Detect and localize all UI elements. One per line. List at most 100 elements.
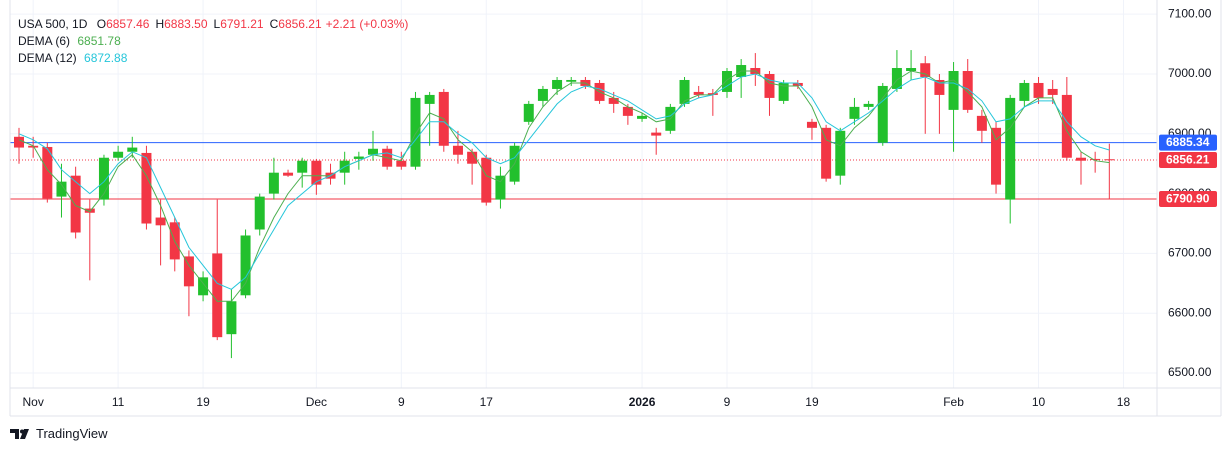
candle-body [722,71,732,92]
legend-value: 6851.78 [77,34,121,48]
axes [9,0,1222,417]
y-tick-label: 6600.00 [1168,305,1212,319]
price-label-box [1159,134,1217,151]
candle-body [976,115,987,131]
candle-body [1019,82,1030,101]
candle-body [70,175,81,233]
candle-body [141,152,152,224]
candle-body [651,132,662,136]
candle-body [98,157,109,200]
ohlc-value: 6883.50 [164,17,208,31]
candle-body [962,71,973,110]
dema-line [18,73,1110,290]
candle-body [877,85,888,143]
candle-body [283,172,294,176]
candle-body [410,97,421,167]
candle-body [127,147,138,152]
x-tick-label: 18 [1117,395,1131,409]
candle-body [1005,97,1016,200]
x-tick-label: 11 [112,395,125,409]
candle-body [495,175,506,200]
x-tick-label: 9 [398,395,405,409]
x-tick-label: 19 [196,395,210,409]
candle-body [481,157,492,203]
candle-body [537,88,548,101]
candle-body [155,217,166,226]
candle-body [906,68,917,72]
candle-body [353,156,364,159]
candle-body [212,253,223,338]
candle-body [1076,157,1086,161]
candle-body [226,301,237,335]
candle-body [523,103,534,122]
change: +2.21 (+0.03%) [325,17,409,31]
candle-body [693,91,704,95]
dema-line [18,70,1110,302]
candle-body [1104,159,1115,161]
ohlc-key: H [155,17,165,31]
x-tick-label: Feb [943,395,964,409]
candle-body [1090,158,1101,160]
x-tick-label: 19 [805,395,819,409]
labels: 6500.006600.006700.006800.006900.007000.… [22,6,1217,409]
y-tick-label: 7000.00 [1168,66,1212,80]
dema-legend: DEMA (6) 6851.78 [18,33,408,50]
candle-body [948,71,959,110]
candle-body [863,103,874,107]
candle-body [637,115,648,119]
candle-body [792,82,803,86]
candle-body [198,277,209,296]
candle-body [297,160,308,173]
candle-body [891,68,902,89]
candle-body [778,82,789,101]
brand-logo [10,428,29,439]
candle-body [934,79,945,95]
dema-legend: DEMA (12) 6872.88 [18,50,408,67]
price-label: 6856.21 [1166,153,1210,167]
price-label: 6790.90 [1166,192,1210,206]
candle-body [268,172,279,194]
ohlc-row: USA 500, 1D O6857.46 H6883.50 L6791.21 C685… [18,16,408,33]
x-tick-label: 17 [480,395,494,409]
candle-body [1061,94,1072,158]
legend: USA 500, 1D O6857.46 H6883.50 L6791.21 C685… [18,16,408,67]
brand: TradingView [10,426,108,441]
x-tick-label: 2026 [629,395,656,409]
legend-name: DEMA (6) [18,34,71,48]
candle-body [566,79,577,82]
y-tick-label: 6500.00 [1168,365,1212,379]
candle-body [56,181,67,197]
legend-value: 6872.88 [84,51,128,65]
candle-body [368,148,378,155]
x-tick-label: 9 [724,395,731,409]
candle-body [467,151,478,164]
candle-body [84,208,95,213]
ohlc-value: 6857.46 [106,17,150,31]
ohlc-key: C [269,17,279,31]
candle-body [396,160,407,167]
candle-body [1033,82,1044,98]
candle-body [920,63,931,77]
candle-body [821,127,832,179]
candle-body [806,121,817,128]
candle-body [42,146,53,199]
ohlc-key: L [213,17,221,31]
candle-body [311,160,322,185]
brand-name: TradingView [36,426,108,441]
candle-body [991,127,1002,185]
candle-body [254,196,265,230]
candle-body [1047,88,1058,95]
candle-body [608,97,619,104]
candle-body [764,73,775,98]
price-label: 6885.34 [1166,135,1210,149]
candle-body [113,151,124,158]
ohlc-value: 6791.21 [220,17,264,31]
candle-body [835,130,846,176]
y-tick-label: 6700.00 [1168,246,1212,260]
legend-name: DEMA (12) [18,51,77,65]
candle-body [424,94,435,104]
candle-body [183,256,194,287]
candle-body [552,79,563,89]
